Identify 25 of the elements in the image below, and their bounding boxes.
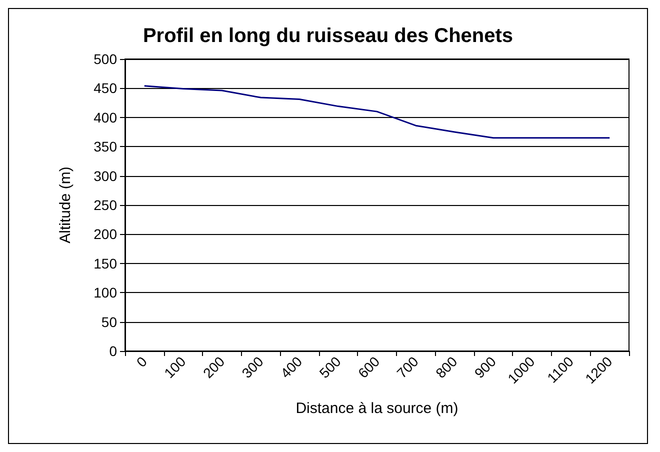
x-tick-label: 800 <box>432 353 460 382</box>
y-axis-title: Altitude (m) <box>57 166 74 244</box>
line-series <box>144 85 610 139</box>
x-tick-label: 200 <box>200 353 228 382</box>
x-tick-label: 300 <box>238 353 266 382</box>
y-tick-label: 150 <box>94 255 118 272</box>
y-tick-label: 100 <box>94 284 118 301</box>
y-tick-label: 350 <box>94 138 118 155</box>
y-tick-label: 500 <box>94 51 118 67</box>
x-axis-title: Distance à la source (m) <box>296 400 458 417</box>
y-tick-label: 50 <box>101 314 118 330</box>
x-tick-label: 900 <box>471 353 500 382</box>
x-tick-label: 400 <box>277 353 306 382</box>
x-tick-label: 700 <box>394 353 422 382</box>
chart-title: Profil en long du ruisseau des Chenets <box>142 25 514 47</box>
y-tick-label: 450 <box>94 80 118 96</box>
y-tick-label: 0 <box>109 343 118 359</box>
x-tick-label: 500 <box>316 353 344 382</box>
x-tick-label: 0 <box>133 353 150 370</box>
y-tick-label: 300 <box>94 168 118 184</box>
x-tick-label: 100 <box>160 353 189 382</box>
x-tick-label: 600 <box>354 353 383 382</box>
y-tick-label: 250 <box>94 197 118 213</box>
y-tick-label: 200 <box>94 226 118 242</box>
y-tick-label: 400 <box>94 109 118 126</box>
